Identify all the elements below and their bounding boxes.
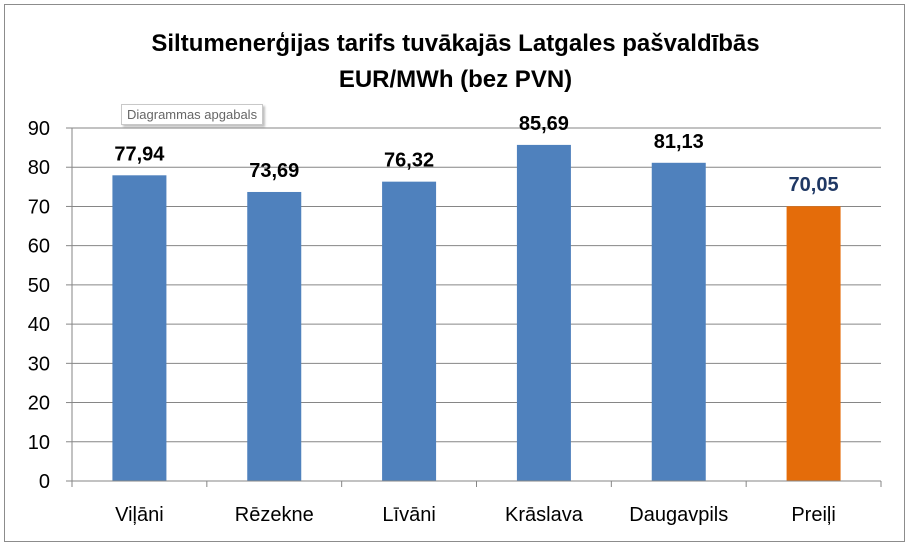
y-tick-label: 0 <box>39 471 50 493</box>
category-label-0: Viļāni <box>115 504 164 526</box>
data-label-4: 81,13 <box>654 131 704 153</box>
data-label-2: 76,32 <box>384 150 434 172</box>
bar-5 <box>786 206 841 481</box>
y-tick-label: 50 <box>28 275 50 297</box>
bar-2 <box>382 181 437 481</box>
y-tick-label: 80 <box>28 157 50 179</box>
data-label-1: 73,69 <box>249 160 299 182</box>
data-label-3: 85,69 <box>519 113 569 135</box>
bar-0 <box>112 175 167 481</box>
category-label-1: Rēzekne <box>235 504 314 526</box>
category-label-4: Daugavpils <box>629 504 728 526</box>
chart-area-tooltip: Diagrammas apgabals <box>121 104 264 125</box>
y-tick-label: 40 <box>28 314 50 336</box>
bar-4 <box>651 162 706 482</box>
category-label-3: Krāslava <box>505 504 584 526</box>
y-tick-label: 60 <box>28 236 50 258</box>
chart-title-line-2: EUR/MWh (bez PVN) <box>338 66 573 93</box>
category-label-5: Preiļi <box>791 504 835 526</box>
y-tick-label: 20 <box>28 393 50 415</box>
y-tick-label: 90 <box>28 118 50 140</box>
y-tick-label: 30 <box>28 353 50 375</box>
data-label-5: 70,05 <box>789 174 839 196</box>
bar-1 <box>247 191 302 482</box>
chart-title: Siltumenerģijas tarifs tuvākajās Latgale… <box>0 26 911 98</box>
category-label-2: Līvāni <box>382 504 435 526</box>
data-label-0: 77,94 <box>114 143 165 165</box>
chart-title-line-1: Siltumenerģijas tarifs tuvākajās Latgale… <box>151 30 760 57</box>
y-tick-label: 70 <box>28 196 50 218</box>
bar-3 <box>516 144 571 481</box>
y-tick-label: 10 <box>28 432 50 454</box>
